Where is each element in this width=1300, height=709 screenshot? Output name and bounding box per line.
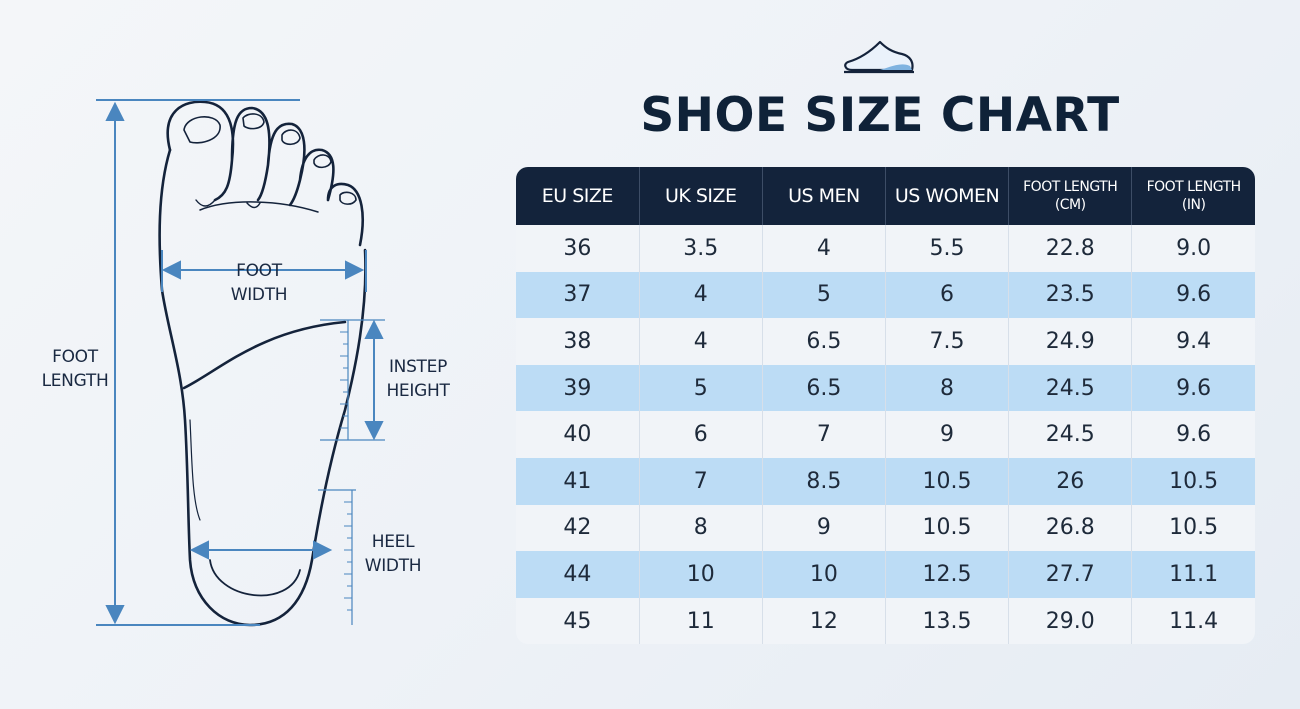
table-cell: 4 xyxy=(639,318,763,365)
table-cell: 7 xyxy=(762,411,886,458)
table-cell: 6 xyxy=(885,271,1010,319)
table-cell: 10.5 xyxy=(885,504,1010,552)
shoe-icon xyxy=(844,40,914,74)
table-cell: 29.0 xyxy=(1008,597,1133,645)
table-cell: 4 xyxy=(762,225,886,272)
title: SHOE SIZE CHART xyxy=(640,88,1120,143)
table-cell: 5 xyxy=(762,271,886,319)
table-cell: 41 xyxy=(516,457,640,505)
table-cell: 23.5 xyxy=(1008,271,1133,319)
table-cell: 10 xyxy=(762,551,886,598)
foot-diagram xyxy=(96,99,385,627)
table-row: 40 6 7 9 24.5 9.6 xyxy=(516,411,1255,458)
table-cell: 44 xyxy=(516,551,640,598)
table-row: 41 7 8.5 10.5 26 10.5 xyxy=(516,457,1255,505)
header-cell: UK SIZE xyxy=(639,167,763,225)
foot-length-label: FOOT LENGTH xyxy=(41,347,109,391)
table-cell: 9.4 xyxy=(1131,318,1255,365)
table-cell: 24.9 xyxy=(1008,318,1133,365)
table-cell: 45 xyxy=(516,597,640,645)
table-row: 38 4 6.5 7.5 24.9 9.4 xyxy=(516,318,1255,365)
table-cell: 36 xyxy=(516,225,640,272)
table-cell: 22.8 xyxy=(1008,225,1133,272)
table-cell: 38 xyxy=(516,318,640,365)
table-cell: 11 xyxy=(639,597,763,645)
table-row: 44 10 10 12.5 27.7 11.1 xyxy=(516,551,1255,598)
header-row: EU SIZE UK SIZE US MEN US WOMEN FOOT LENGTH … xyxy=(516,167,1255,225)
table-cell: 9.6 xyxy=(1131,364,1255,412)
table-cell: 11.1 xyxy=(1131,551,1255,598)
table-row: 39 5 6.5 8 24.5 9.6 xyxy=(516,364,1255,412)
foot-width-label: FOOT WIDTH xyxy=(230,261,288,305)
table-cell: 10 xyxy=(639,551,763,598)
table-cell: 13.5 xyxy=(885,597,1010,645)
header-cell: FOOT LENGTH (CM) xyxy=(1008,167,1133,225)
table-cell: 10.5 xyxy=(885,457,1010,505)
table-cell: 8 xyxy=(639,504,763,552)
table-cell: 42 xyxy=(516,504,640,552)
table-cell: 12 xyxy=(762,597,886,645)
table-row: 37 4 5 6 23.5 9.6 xyxy=(516,271,1255,319)
table-cell: 26.8 xyxy=(1008,504,1133,552)
table-cell: 9.6 xyxy=(1131,411,1255,458)
table-body: 36 3.5 4 5.5 22.8 9.0 37 4 5 6 23.5 9.6 38 4 6.5 7.5 24.… xyxy=(516,225,1255,645)
header-cell: FOOT LENGTH (IN) xyxy=(1131,167,1255,225)
instep-height-label: INSTEP HEIGHT xyxy=(386,357,450,401)
table-row: 45 11 12 13.5 29.0 11.4 xyxy=(516,597,1255,645)
table-cell: 4 xyxy=(639,271,763,319)
table-cell: 26 xyxy=(1008,457,1133,505)
table-row: 42 8 9 10.5 26.8 10.5 xyxy=(516,504,1255,552)
size-table: EU SIZE UK SIZE US MEN US WOMEN FOOT LENGTH … xyxy=(516,167,1255,645)
table-cell: 12.5 xyxy=(885,551,1010,598)
table-cell: 37 xyxy=(516,271,640,319)
table-cell: 27.7 xyxy=(1008,551,1133,598)
table-cell: 9.0 xyxy=(1131,225,1255,272)
table-cell: 5 xyxy=(639,364,763,412)
table-cell: 10.5 xyxy=(1131,504,1255,552)
table-cell: 11.4 xyxy=(1131,597,1255,645)
table-cell: 7.5 xyxy=(885,318,1010,365)
table-cell: 40 xyxy=(516,411,640,458)
table-cell: 9 xyxy=(885,411,1010,458)
table-cell: 3.5 xyxy=(639,225,763,272)
table-cell: 9 xyxy=(762,504,886,552)
header-cell: US MEN xyxy=(762,167,886,225)
table-cell: 6.5 xyxy=(762,318,886,365)
table-cell: 39 xyxy=(516,364,640,412)
table-cell: 9.6 xyxy=(1131,271,1255,319)
table-cell: 24.5 xyxy=(1008,411,1133,458)
header-cell: US WOMEN xyxy=(885,167,1010,225)
table-row: 36 3.5 4 5.5 22.8 9.0 xyxy=(516,225,1255,272)
table-cell: 6 xyxy=(639,411,763,458)
header-cell: EU SIZE xyxy=(516,167,640,225)
table-cell: 8 xyxy=(885,364,1010,412)
table-cell: 5.5 xyxy=(885,225,1010,272)
table-cell: 24.5 xyxy=(1008,364,1133,412)
table-cell: 6.5 xyxy=(762,364,886,412)
table-cell: 8.5 xyxy=(762,457,886,505)
heel-width-label: HEEL WIDTH xyxy=(364,532,422,576)
table-cell: 10.5 xyxy=(1131,457,1255,505)
table-cell: 7 xyxy=(639,457,763,505)
